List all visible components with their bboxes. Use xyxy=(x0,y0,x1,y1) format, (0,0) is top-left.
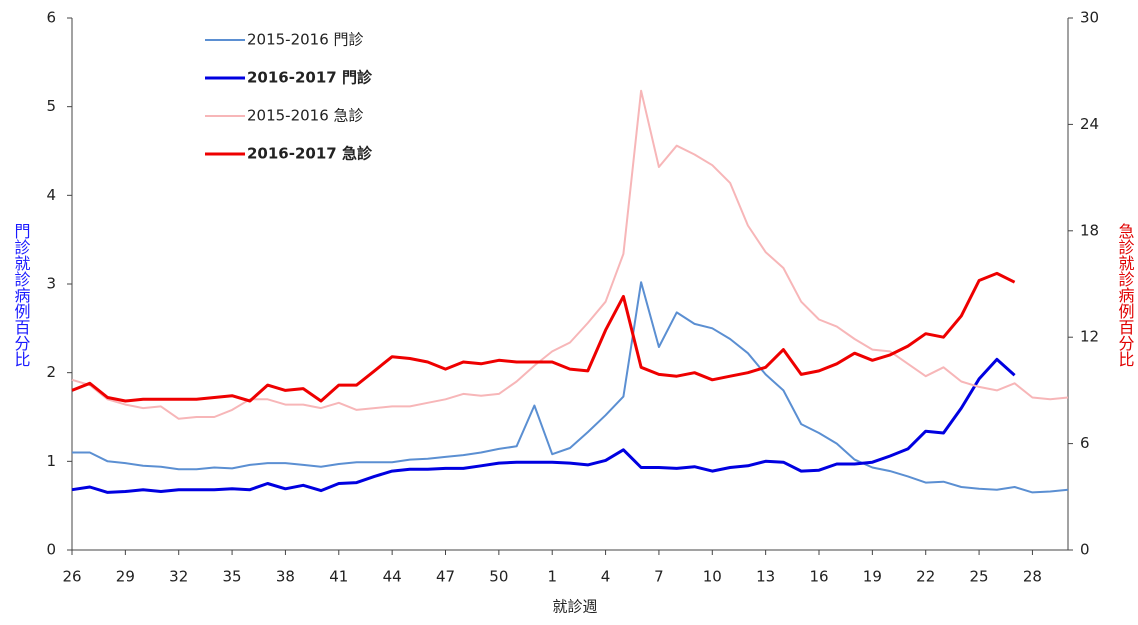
y-tick-label: 2 xyxy=(46,363,56,381)
x-tick-label: 16 xyxy=(809,568,828,586)
x-tick-label: 28 xyxy=(1023,568,1042,586)
x-tick-label: 7 xyxy=(654,568,664,586)
y-tick-label: 1 xyxy=(46,452,56,470)
x-tick-label: 35 xyxy=(223,568,242,586)
x-axis-label: 就診週 xyxy=(552,598,597,616)
x-tick-label: 44 xyxy=(383,568,402,586)
y-axis-label: 門診就診病例百分比 xyxy=(12,223,31,367)
y2-tick-label: 24 xyxy=(1080,115,1099,133)
legend-label: 2015-2016 急診 xyxy=(247,107,364,125)
x-tick-label: 1 xyxy=(547,568,557,586)
x-tick-label: 4 xyxy=(601,568,611,586)
x-tick-label: 26 xyxy=(62,568,81,586)
x-tick-label: 38 xyxy=(276,568,295,586)
y-tick-label: 3 xyxy=(46,275,56,293)
y2-tick-label: 0 xyxy=(1080,541,1090,559)
y-tick-label: 5 xyxy=(46,97,56,115)
y-tick-label: 4 xyxy=(46,186,56,204)
series-line xyxy=(71,271,1016,403)
series-line xyxy=(71,89,1069,420)
y2-axis-label: 急診就診病例百分比 xyxy=(1116,223,1135,367)
x-tick-label: 47 xyxy=(436,568,455,586)
x-tick-label: 10 xyxy=(703,568,722,586)
x-tick-label: 19 xyxy=(863,568,882,586)
y2-tick-label: 12 xyxy=(1080,328,1099,346)
legend-label: 2015-2016 門診 xyxy=(247,31,364,49)
x-tick-label: 13 xyxy=(756,568,775,586)
y-tick-label: 6 xyxy=(46,9,56,27)
y-tick-label: 0 xyxy=(46,541,56,559)
legend-label: 2016-2017 門診 xyxy=(247,69,373,87)
x-tick-label: 29 xyxy=(116,568,135,586)
series-line xyxy=(72,281,1069,494)
x-tick-label: 41 xyxy=(329,568,348,586)
x-tick-label: 22 xyxy=(916,568,935,586)
y2-tick-label: 6 xyxy=(1080,434,1090,452)
y2-tick-label: 30 xyxy=(1080,9,1099,27)
y2-tick-label: 18 xyxy=(1080,221,1099,239)
x-tick-label: 50 xyxy=(489,568,508,586)
series-line xyxy=(71,357,1016,494)
x-tick-label: 32 xyxy=(169,568,188,586)
legend-label: 2016-2017 急診 xyxy=(247,145,373,163)
x-tick-label: 25 xyxy=(970,568,989,586)
